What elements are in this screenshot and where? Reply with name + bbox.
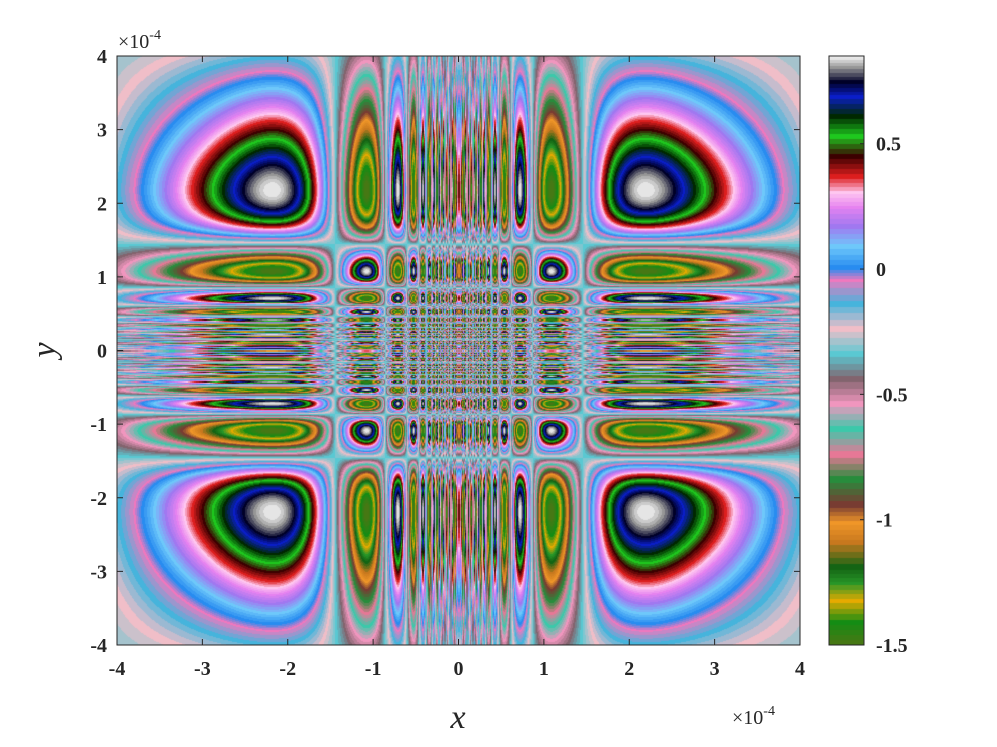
y-multiplier-base: ×10 [118, 31, 149, 53]
y-multiplier-exponent: -4 [149, 28, 161, 43]
colorbar-tick-label: -1.5 [876, 635, 908, 657]
x-multiplier-exponent: -4 [763, 704, 775, 719]
x-tick-label: 4 [795, 658, 805, 680]
y-tick-label: 1 [97, 267, 107, 289]
y-tick-group: -4 -3 -2 -1 0 1 2 3 4 [90, 46, 800, 657]
colorbar-tick-group: 0.5 0 -0.5 -1 -1.5 [860, 134, 908, 657]
x-tick-label: -1 [365, 658, 382, 680]
x-multiplier: ×10-4 [732, 704, 775, 729]
y-multiplier: ×10-4 [118, 28, 161, 53]
colorbar-frame [828, 55, 865, 646]
y-tick-label: 0 [97, 341, 107, 363]
x-tick-label: -4 [109, 658, 126, 680]
x-tick-label: 2 [624, 658, 634, 680]
plot-frame [116, 55, 801, 646]
colorbar-tick-label: -0.5 [876, 384, 908, 406]
heatmap-plot [117, 56, 800, 645]
y-tick-label: -4 [90, 635, 107, 657]
x-tick-label: 0 [454, 658, 464, 680]
y-tick-label: 2 [97, 193, 107, 215]
y-axis-label: y [26, 342, 63, 361]
y-tick-label: -2 [90, 488, 107, 510]
y-tick-label: -1 [90, 414, 107, 436]
y-tick-label: 4 [97, 46, 107, 68]
colorbar-tick-label: -1 [876, 510, 893, 532]
x-axis-label: x [449, 699, 465, 736]
x-tick-label: -2 [279, 658, 296, 680]
colorbar [829, 56, 864, 645]
x-multiplier-base: ×10 [732, 707, 763, 729]
colorbar-tick-label: 0 [876, 259, 886, 281]
x-tick-group: -4 -3 -2 -1 0 1 2 3 4 [109, 56, 805, 680]
x-tick-label: -3 [194, 658, 211, 680]
x-tick-label: 3 [710, 658, 720, 680]
y-tick-label: -3 [90, 561, 107, 583]
y-tick-label: 3 [97, 120, 107, 142]
colorbar-tick-label: 0.5 [876, 134, 901, 156]
x-tick-label: 1 [539, 658, 549, 680]
